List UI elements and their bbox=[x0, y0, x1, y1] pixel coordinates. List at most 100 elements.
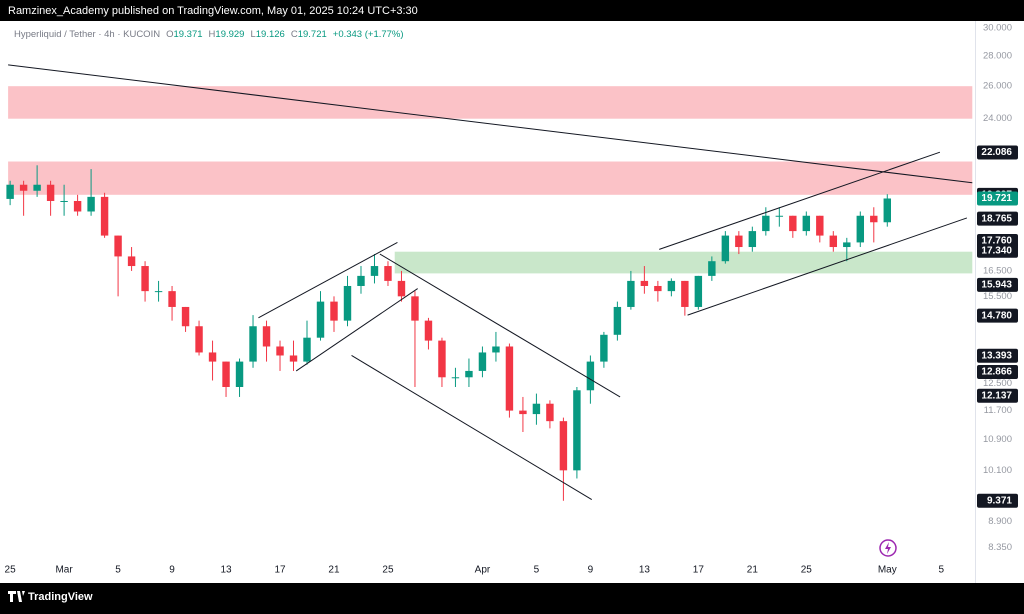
candle-body bbox=[195, 326, 203, 353]
candle-body bbox=[181, 306, 190, 327]
ohlc-value: 19.721 bbox=[298, 29, 327, 40]
candle-body bbox=[843, 242, 851, 248]
zone bbox=[8, 161, 973, 195]
candle-body bbox=[276, 346, 284, 356]
candle-body bbox=[87, 196, 95, 212]
price-label-box bbox=[977, 348, 1018, 363]
candle-body bbox=[613, 306, 622, 335]
candle-body bbox=[532, 403, 541, 415]
change: +0.343 (+1.77%) bbox=[333, 29, 404, 40]
candle-body bbox=[424, 320, 433, 341]
candle-body bbox=[816, 215, 824, 236]
x-tick-label: 13 bbox=[639, 565, 651, 576]
y-tick-label: 8.900 bbox=[988, 516, 1012, 527]
candle-body bbox=[46, 184, 55, 201]
x-tick-label: May bbox=[878, 565, 897, 576]
candle-body bbox=[141, 266, 149, 292]
candle-body bbox=[262, 326, 271, 347]
candle-body bbox=[802, 215, 811, 232]
price-label: 14.780 bbox=[981, 310, 1012, 321]
x-tick-label: 5 bbox=[938, 565, 944, 576]
y-tick-label: 24.000 bbox=[983, 113, 1012, 124]
y-tick-label: 16.500 bbox=[983, 265, 1012, 276]
candle-body bbox=[667, 280, 676, 292]
price-label-box bbox=[977, 388, 1018, 403]
legend-line: Hyperliquid / Tether · 4h · KUCOIN O19.37… bbox=[14, 29, 404, 40]
axes: 30.000 28.000 26.000 24.000 16.500 15.500 12.5… bbox=[5, 23, 1018, 576]
y-tick-label: 26.000 bbox=[983, 81, 1012, 92]
x-tick-label: Mar bbox=[55, 565, 73, 576]
candle-body bbox=[559, 421, 568, 471]
zone bbox=[8, 86, 973, 119]
price-label-box bbox=[977, 191, 1018, 206]
candles bbox=[6, 165, 891, 501]
candle-body bbox=[694, 275, 703, 307]
candle-body bbox=[586, 361, 595, 391]
candle-body bbox=[640, 280, 649, 286]
price-label: 15.943 bbox=[981, 280, 1012, 291]
publish-header: Ramzinex_Academy published on TradingVie… bbox=[8, 5, 418, 17]
candle-body bbox=[303, 337, 311, 362]
ohlc-value: 19.371 bbox=[173, 29, 202, 40]
price-label: 17.340 bbox=[981, 245, 1012, 256]
candle-body bbox=[789, 215, 797, 232]
symbol-title: Hyperliquid / Tether · 4h · KUCOIN bbox=[14, 29, 160, 40]
x-tick-label: 25 bbox=[382, 565, 394, 576]
candle-body bbox=[249, 326, 257, 362]
ohlc-value: 19.126 bbox=[256, 29, 285, 40]
candle-body bbox=[478, 352, 487, 371]
candle-body bbox=[316, 301, 325, 338]
y-tick-label: 12.500 bbox=[983, 378, 1012, 389]
candle-body bbox=[748, 231, 757, 248]
candle-body bbox=[411, 296, 419, 321]
candle-body bbox=[870, 215, 878, 223]
alert-icon[interactable] bbox=[879, 539, 897, 557]
trend-line bbox=[659, 151, 941, 250]
candle-body bbox=[289, 355, 298, 362]
candle-body bbox=[546, 403, 554, 422]
x-tick-label: 9 bbox=[588, 565, 594, 576]
candle-body bbox=[154, 291, 163, 293]
price-label-box bbox=[977, 243, 1018, 258]
x-tick-label: 5 bbox=[534, 565, 540, 576]
price-label-box bbox=[977, 211, 1018, 226]
candle-body bbox=[465, 370, 473, 378]
footer-brand: TradingView bbox=[28, 591, 93, 603]
price-label: 17.760 bbox=[981, 236, 1012, 247]
y-tick-label: 28.000 bbox=[983, 51, 1012, 62]
x-tick-label: 21 bbox=[747, 565, 759, 576]
trend-line bbox=[295, 288, 418, 372]
candle-body bbox=[208, 352, 217, 362]
candle-body bbox=[775, 215, 784, 217]
price-label-box bbox=[977, 493, 1018, 508]
candle-body bbox=[100, 196, 109, 236]
candle-body bbox=[708, 261, 716, 276]
alert-bolt bbox=[885, 542, 891, 554]
price-label-box bbox=[977, 277, 1018, 292]
candle-body bbox=[235, 361, 244, 387]
x-tick-label: Apr bbox=[475, 565, 491, 576]
zone bbox=[394, 251, 973, 274]
ohlc-key: H bbox=[209, 29, 216, 40]
trend-lines bbox=[8, 64, 973, 500]
candle-body bbox=[127, 256, 136, 267]
x-tick-label: 9 bbox=[169, 565, 175, 576]
zones bbox=[8, 86, 973, 274]
candle-body bbox=[654, 285, 662, 292]
candle-body bbox=[627, 280, 635, 307]
candle-body bbox=[519, 410, 527, 415]
candle-body bbox=[357, 275, 365, 286]
price-label: 22.086 bbox=[981, 147, 1012, 158]
candle-body bbox=[721, 235, 730, 262]
candle-body bbox=[829, 235, 838, 248]
x-tick-label: 25 bbox=[801, 565, 813, 576]
y-tick-label: 8.350 bbox=[988, 542, 1012, 553]
trend-line bbox=[379, 253, 621, 398]
candle-body bbox=[735, 235, 743, 248]
x-tick-label: 25 bbox=[5, 565, 17, 576]
footer-logo bbox=[8, 591, 25, 602]
price-label-box bbox=[977, 365, 1018, 380]
y-tick-label: 30.000 bbox=[983, 23, 1012, 34]
candle-body bbox=[505, 346, 514, 411]
